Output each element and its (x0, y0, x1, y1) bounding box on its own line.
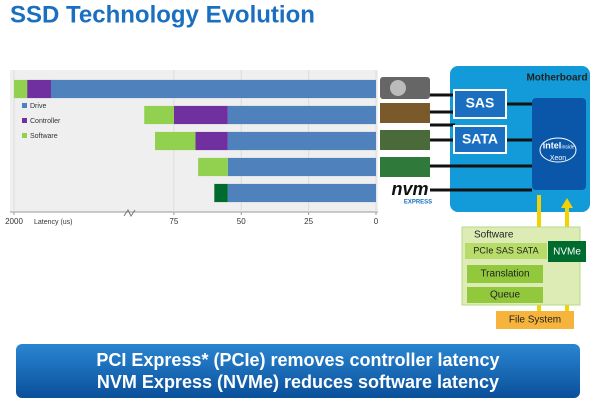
banner (16, 344, 580, 398)
protocols-label: PCIe SAS SATA (473, 245, 538, 255)
software-stack-title: Software (474, 230, 514, 241)
legend-swatch (22, 133, 27, 138)
bar-segment (214, 183, 228, 203)
bar-segment (198, 157, 228, 177)
inside-label: inside (561, 144, 574, 150)
x-tick-label: 2000 (5, 217, 23, 226)
ssd-sata-image (380, 130, 430, 150)
pcie-card-image (380, 157, 430, 177)
bar-segment (155, 131, 196, 151)
sas-box (453, 89, 507, 119)
bar-segment (14, 79, 28, 99)
arrow-head (561, 198, 573, 208)
x-tick-label: 0 (374, 217, 379, 226)
sata-box (453, 125, 507, 154)
ssd-sas-image (380, 103, 430, 123)
queue-label: Queue (490, 290, 520, 301)
intel-logo (539, 137, 577, 163)
bar-segment (144, 105, 174, 125)
x-axis-label: Latency (us) (34, 219, 73, 226)
legend-label: Controller (30, 118, 61, 125)
file-system-box (496, 311, 574, 329)
nvme-box (548, 241, 586, 262)
nvm-logo-sub: EXPRESS (404, 200, 432, 206)
translation-box (467, 265, 543, 283)
file-system-label: File System (509, 315, 561, 326)
banner-line: PCI Express* (PCIe) removes controller l… (96, 350, 499, 370)
sas-label: SAS (466, 95, 495, 111)
axis-break (123, 209, 136, 217)
chart: 2000 75 50 25 0 Latency (us) Drive Controller So… (5, 70, 379, 226)
links (430, 93, 532, 192)
x-tick-label: 25 (304, 217, 313, 226)
bar-segment (173, 105, 228, 125)
legend-label: Drive (30, 103, 46, 110)
xeon-label: Xeon (550, 155, 566, 162)
bar-segment (195, 131, 228, 151)
queue-box (467, 287, 543, 303)
legend-swatch (22, 103, 27, 108)
protocols-box (465, 243, 547, 259)
motherboard-label: Motherboard (526, 73, 587, 84)
bar-segment (51, 79, 377, 99)
hdd-platter (390, 80, 406, 96)
nvm-logo: nvm (391, 179, 428, 199)
banner-line: NVM Express (NVMe) reduces software late… (97, 372, 499, 392)
x-tick-label: 75 (169, 217, 178, 226)
bar-segment (227, 105, 376, 125)
bar-segment (227, 131, 376, 151)
cpu (532, 98, 586, 190)
bar-segment (227, 157, 376, 177)
bar-segment (27, 79, 52, 99)
translation-label: Translation (480, 269, 529, 280)
sata-label: SATA (462, 131, 498, 147)
nvme-label: NVMe (553, 247, 581, 258)
legend-swatch (22, 118, 27, 123)
legend-label: Software (30, 133, 58, 140)
intel-label: intel (543, 140, 562, 150)
bar-segment (227, 183, 376, 203)
x-tick-label: 50 (237, 217, 246, 226)
slide-title: SSD Technology Evolution (10, 1, 315, 28)
